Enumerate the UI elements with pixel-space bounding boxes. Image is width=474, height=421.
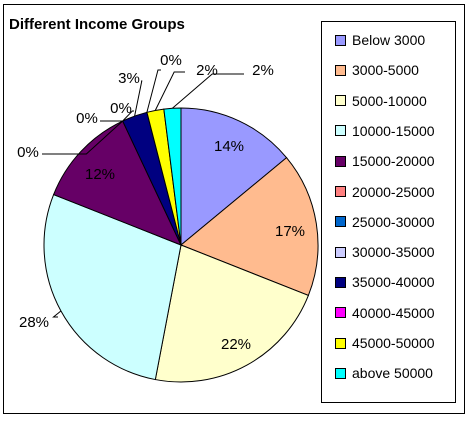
legend-item: 10000-15000: [335, 123, 435, 139]
legend-label: 5000-10000: [352, 92, 427, 109]
leader-line: [146, 69, 161, 113]
legend-item: 45000-50000: [335, 335, 435, 351]
legend-swatch: [335, 155, 346, 167]
leader-line: [42, 120, 124, 155]
data-label: 3%: [118, 70, 140, 87]
legend-swatch: [335, 246, 346, 258]
data-label: 0%: [110, 100, 132, 117]
leader-line: [52, 310, 62, 318]
legend-swatch: [335, 337, 346, 349]
legend-swatch: [335, 95, 346, 107]
legend-swatch: [335, 307, 346, 319]
pie-slice-15000-20000: [52, 120, 182, 246]
legend-label: 35000-40000: [352, 274, 435, 291]
leader-line: [122, 110, 134, 122]
pie-slice-5000-10000: [154, 244, 310, 383]
data-label: 2%: [196, 62, 218, 79]
data-label: 22%: [221, 336, 251, 353]
leader-line: [154, 71, 185, 111]
legend-label: 3000-5000: [352, 62, 419, 79]
legend-item: 30000-35000: [335, 244, 435, 260]
legend-label: 15000-20000: [352, 153, 435, 170]
legend-swatch: [335, 276, 346, 288]
pie-slice-below-3000: [180, 107, 288, 247]
pie-slice-10000-15000: [43, 193, 182, 381]
leader-line: [172, 73, 244, 109]
legend-label: 20000-25000: [352, 183, 435, 200]
data-label: 12%: [85, 166, 115, 183]
legend-label: Below 3000: [352, 32, 426, 48]
legend-swatch: [335, 64, 346, 76]
legend-item: 35000-40000: [335, 274, 435, 290]
legend-item: above 50000: [335, 365, 433, 381]
legend-item: 40000-45000: [335, 305, 435, 321]
legend-label: 10000-15000: [352, 122, 435, 139]
legend-swatch: [335, 125, 346, 137]
data-label: 17%: [275, 223, 305, 240]
legend-swatch: [335, 216, 346, 228]
legend-swatch: [335, 34, 346, 46]
data-label: 0%: [17, 144, 39, 161]
legend-swatch: [335, 186, 346, 197]
legend-item: Below 3000: [335, 32, 425, 48]
legend-label: 45000-50000: [352, 335, 435, 351]
data-label: 28%: [19, 314, 49, 331]
legend-swatch: [335, 367, 346, 379]
chart-title: Different Income Groups: [9, 16, 185, 33]
legend-item: 20000-25000: [335, 184, 435, 200]
data-label: 14%: [214, 138, 244, 155]
legend-item: 5000-10000: [335, 93, 427, 109]
legend-label: 40000-45000: [352, 304, 435, 321]
data-label: 0%: [160, 52, 182, 69]
legend-item: 25000-30000: [335, 214, 435, 230]
pie-slice-3000-5000: [180, 156, 319, 297]
legend: Below 3000 3000-5000 5000-10000 10000-15000…: [321, 21, 456, 403]
leader-line: [134, 80, 143, 117]
data-label: 0%: [76, 110, 98, 127]
legend-label: 25000-30000: [352, 213, 435, 230]
legend-item: 3000-5000: [335, 62, 419, 78]
legend-label: 30000-35000: [352, 244, 435, 261]
data-label: 2%: [252, 62, 274, 79]
legend-item: 15000-20000: [335, 153, 435, 169]
legend-label: above 50000: [352, 365, 433, 382]
